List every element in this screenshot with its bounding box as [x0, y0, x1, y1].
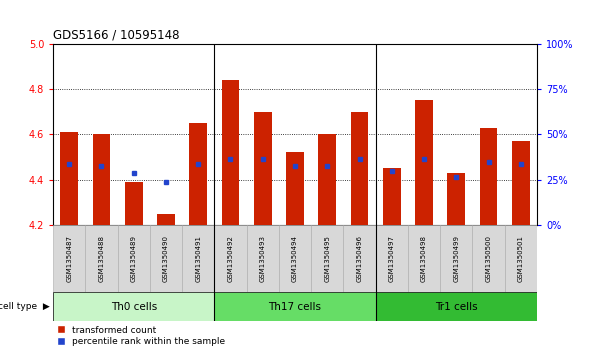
Bar [408, 225, 440, 292]
Text: GSM1350497: GSM1350497 [389, 235, 395, 282]
Bar [222, 80, 240, 225]
Bar [447, 173, 465, 225]
Bar [319, 134, 336, 225]
Text: GDS5166 / 10595148: GDS5166 / 10595148 [53, 28, 179, 41]
Bar [53, 225, 86, 292]
Text: Th0 cells: Th0 cells [110, 302, 157, 312]
Bar [311, 225, 343, 292]
Bar [376, 225, 408, 292]
Text: GSM1350496: GSM1350496 [356, 235, 362, 282]
Bar [93, 134, 110, 225]
Bar [214, 292, 376, 321]
Text: GSM1350493: GSM1350493 [260, 235, 266, 282]
Text: GSM1350498: GSM1350498 [421, 235, 427, 282]
Text: Th17 cells: Th17 cells [268, 302, 322, 312]
Bar [157, 214, 175, 225]
Text: GSM1350499: GSM1350499 [453, 235, 459, 282]
Bar [512, 141, 530, 225]
Bar [343, 225, 376, 292]
Bar [383, 168, 401, 225]
Text: GSM1350491: GSM1350491 [195, 235, 201, 282]
Bar [415, 100, 433, 225]
Bar [150, 225, 182, 292]
Bar [189, 123, 207, 225]
Bar [214, 225, 247, 292]
Bar [117, 225, 150, 292]
Bar [350, 112, 368, 225]
Bar [86, 225, 117, 292]
Text: GSM1350490: GSM1350490 [163, 235, 169, 282]
Bar [125, 182, 143, 225]
Bar [473, 225, 504, 292]
Text: GSM1350487: GSM1350487 [66, 235, 72, 282]
Bar [286, 152, 304, 225]
Text: GSM1350488: GSM1350488 [99, 235, 104, 282]
Text: GSM1350489: GSM1350489 [131, 235, 137, 282]
Bar [53, 292, 214, 321]
Legend: transformed count, percentile rank within the sample: transformed count, percentile rank withi… [58, 326, 225, 346]
Bar [60, 132, 78, 225]
Bar [247, 225, 279, 292]
Bar [504, 225, 537, 292]
Bar [254, 112, 271, 225]
Bar [279, 225, 311, 292]
Text: GSM1350494: GSM1350494 [292, 235, 298, 282]
Text: GSM1350495: GSM1350495 [324, 235, 330, 282]
Text: GSM1350501: GSM1350501 [518, 235, 524, 282]
Text: GSM1350492: GSM1350492 [228, 235, 234, 282]
Bar [376, 292, 537, 321]
Bar [480, 127, 497, 225]
Text: Tr1 cells: Tr1 cells [435, 302, 477, 312]
Text: cell type  ▶: cell type ▶ [0, 302, 50, 311]
Bar [440, 225, 473, 292]
Text: GSM1350500: GSM1350500 [486, 235, 491, 282]
Bar [182, 225, 214, 292]
